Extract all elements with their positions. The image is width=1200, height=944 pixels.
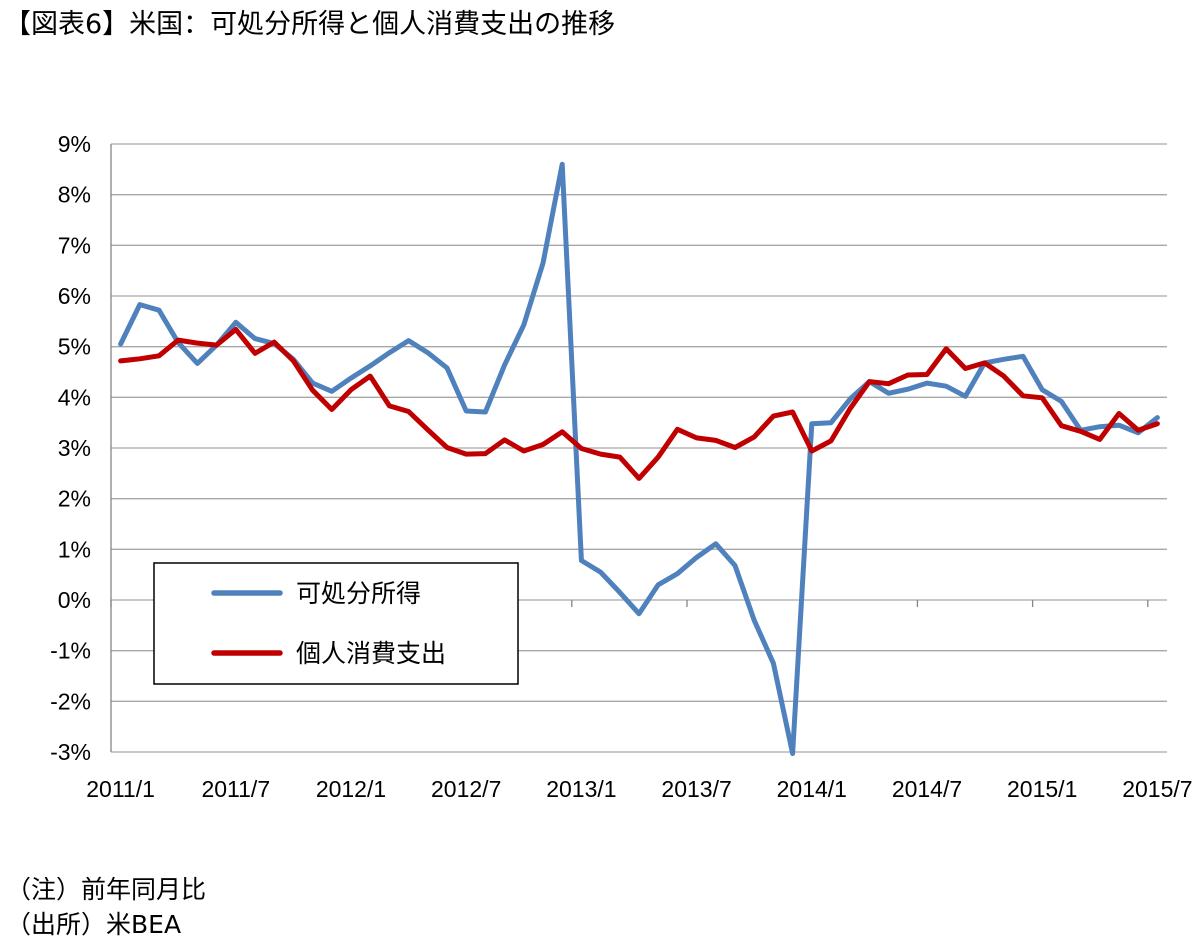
series-line-consumer-spending <box>118 326 1160 481</box>
y-tick-label: 2% <box>58 486 91 512</box>
x-tick-label: 2013/7 <box>661 776 731 802</box>
y-tick-label: -3% <box>50 739 91 765</box>
x-tick-labels: 2011/1 2011/7 2012/1 2012/7 2013/1 2013/7 2014… <box>86 776 1192 802</box>
source-text: （出所）米BEA <box>6 910 182 939</box>
chart-notes: （注）前年同月比 （出所）米BEA <box>6 872 206 942</box>
x-tick-label: 2013/1 <box>546 776 616 802</box>
y-tick-label: 0% <box>58 587 91 613</box>
y-tick-label: -2% <box>50 688 91 714</box>
y-tick-label: 3% <box>58 435 91 461</box>
x-tick-label: 2011/7 <box>201 776 270 802</box>
x-tick-label: 2014/1 <box>777 776 847 802</box>
gridlines <box>111 143 1167 753</box>
legend-label-consumer-spending: 個人消費支出 <box>296 639 446 668</box>
y-tick-label: 1% <box>58 536 91 562</box>
chart-title: 【図表6】米国：可処分所得と個人消費支出の推移 <box>4 9 616 40</box>
y-tick-label: 8% <box>58 182 91 208</box>
note-text: （注）前年同月比 <box>6 875 207 904</box>
y-tick-label: 4% <box>58 384 91 410</box>
x-tick-label: 2012/1 <box>316 776 386 802</box>
series-lines <box>118 161 1160 756</box>
y-tick-label: 5% <box>58 334 91 360</box>
y-tick-label: 9% <box>58 131 91 157</box>
x-tick-label: 2015/1 <box>1007 776 1077 802</box>
x-tick-label: 2014/7 <box>892 776 962 802</box>
legend-label-disposable-income: 可処分所得 <box>296 579 421 608</box>
x-tick-label: 2015/7 <box>1122 776 1192 802</box>
y-tick-labels: 9% 8% 7% 6% 5% 4% 3% 2% 1% 0% -1% -2% -3% <box>50 131 91 765</box>
legend-box <box>153 562 519 685</box>
y-tick-label: -1% <box>50 638 91 664</box>
legend: 可処分所得 個人消費支出 <box>153 562 519 685</box>
x-tick-label: 2011/1 <box>86 776 155 802</box>
y-tick-label: 6% <box>58 283 91 309</box>
x-tick-label: 2012/7 <box>431 776 501 802</box>
y-tick-label: 7% <box>58 232 91 258</box>
